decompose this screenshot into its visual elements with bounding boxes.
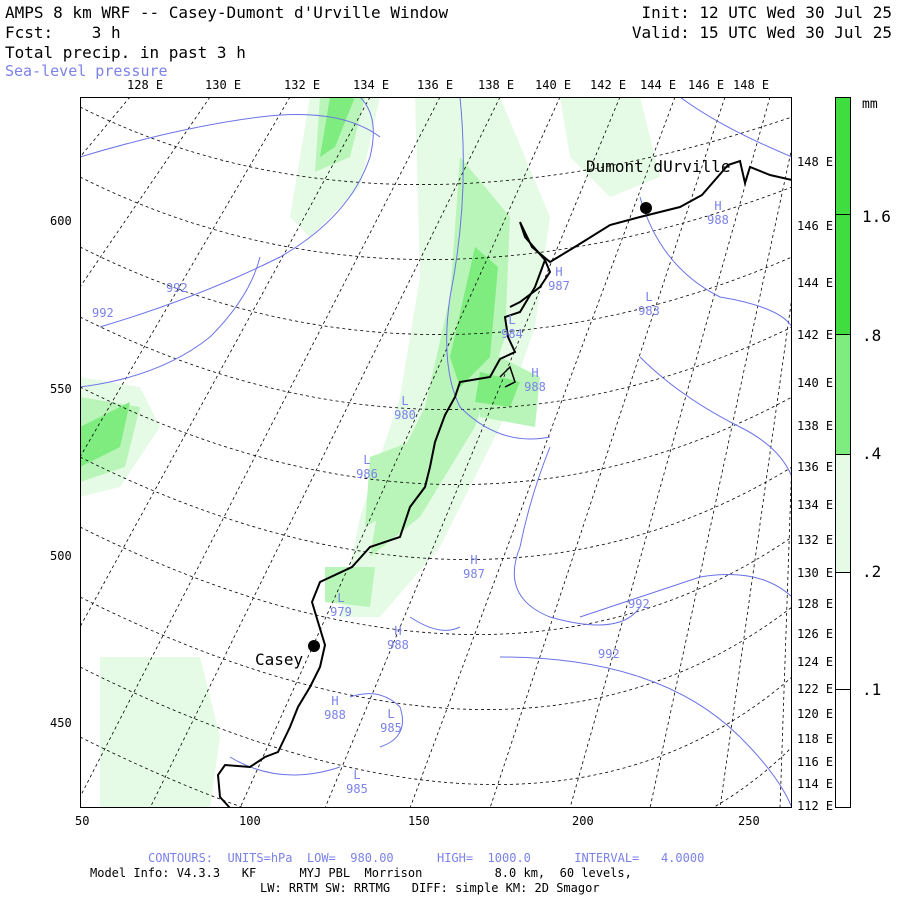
pressure-contours [80, 97, 792, 808]
pressure-label: H 987 [548, 265, 570, 293]
pressure-label: 992 [598, 647, 620, 661]
top-tick-label: 132 E [284, 78, 321, 92]
legend-unit: mm [862, 97, 878, 112]
right-tick-label: 112 E [797, 799, 834, 813]
pressure-label: H 988 [324, 694, 346, 722]
station-label-casey: Casey [255, 650, 304, 669]
precip-legend [835, 97, 851, 809]
legend-tick-label: .4 [862, 444, 882, 463]
bottom-tick-label: 100 [239, 814, 261, 828]
right-tick-label: 114 E [797, 777, 834, 791]
pressure-label: L 983 [638, 290, 660, 318]
pressure-label: 992 [166, 281, 188, 295]
pressure-label: L 986 [356, 453, 378, 481]
bottom-tick-label: 50 [75, 814, 90, 828]
right-tick-label: 122 E [797, 682, 834, 696]
map-title: AMPS 8 km WRF -- Casey-Dumont d'Urville … [5, 3, 449, 22]
top-tick-label: 134 E [353, 78, 390, 92]
right-tick-label: 142 E [797, 328, 834, 342]
top-tick-label: 148 E [733, 78, 770, 92]
top-tick-label: 144 E [640, 78, 677, 92]
left-tick-label: 450 [50, 716, 72, 730]
pressure-label: H 988 [387, 624, 409, 652]
top-tick-label: 130 E [205, 78, 242, 92]
left-tick-label: 500 [50, 549, 72, 563]
top-tick-label: 140 E [535, 78, 572, 92]
legend-swatch [835, 572, 851, 690]
right-tick-label: 128 E [797, 597, 834, 611]
right-tick-label: 130 E [797, 566, 834, 580]
right-tick-label: 140 E [797, 376, 834, 390]
valid-time: Valid: 15 UTC Wed 30 Jul 25 [631, 23, 892, 42]
bottom-tick-label: 150 [408, 814, 430, 828]
pressure-label: H 988 [707, 199, 729, 227]
legend-tick-label: 1.6 [862, 207, 891, 226]
precip-map [80, 97, 792, 808]
top-tick-label: 142 E [590, 78, 627, 92]
bottom-tick-label: 250 [738, 814, 760, 828]
legend-swatch [835, 454, 851, 573]
legend-swatch [835, 689, 851, 809]
map-frame [80, 97, 792, 808]
forecast-hour: Fcst: 3 h [5, 23, 121, 42]
right-tick-label: 144 E [797, 276, 834, 290]
pressure-label: L 984 [501, 313, 523, 341]
right-tick-label: 118 E [797, 732, 834, 746]
precip-shading [80, 97, 660, 808]
legend-tick-label: .2 [862, 562, 882, 581]
latlon-grid [80, 97, 792, 808]
right-tick-label: 132 E [797, 533, 834, 547]
top-tick-label: 128 E [127, 78, 164, 92]
right-tick-label: 138 E [797, 419, 834, 433]
top-tick-label: 138 E [478, 78, 515, 92]
right-tick-label: 134 E [797, 498, 834, 512]
left-tick-label: 600 [50, 214, 72, 228]
pressure-label: L 985 [380, 707, 402, 735]
legend-swatch [835, 97, 851, 215]
right-tick-label: 146 E [797, 219, 834, 233]
top-tick-label: 136 E [417, 78, 454, 92]
legend-tick-label: .1 [862, 680, 882, 699]
bottom-tick-label: 200 [572, 814, 594, 828]
physics-info: LW: RRTM SW: RRTMG DIFF: simple KM: 2D S… [260, 881, 600, 895]
station-label-dumont: Dumont dUrville [586, 157, 731, 176]
pressure-label: L 985 [346, 768, 368, 796]
pressure-label: H 988 [524, 366, 546, 394]
right-tick-label: 116 E [797, 755, 834, 769]
top-tick-label: 146 E [688, 78, 725, 92]
legend-tick-label: .8 [862, 326, 882, 345]
pressure-label: L 980 [394, 394, 416, 422]
legend-swatch [835, 214, 851, 335]
init-time: Init: 12 UTC Wed 30 Jul 25 [641, 3, 892, 22]
pressure-label: L 979 [330, 591, 352, 619]
right-tick-label: 136 E [797, 460, 834, 474]
right-tick-label: 120 E [797, 707, 834, 721]
right-tick-label: 148 E [797, 155, 834, 169]
model-info: Model Info: V4.3.3 KF MYJ PBL Morrison 8… [90, 866, 632, 880]
contour-info: CONTOURS: UNITS=hPa LOW= 980.00 HIGH= 10… [148, 851, 705, 865]
station-marker-casey [308, 640, 320, 652]
station-marker-dumont [640, 202, 652, 214]
left-tick-label: 550 [50, 382, 72, 396]
coastline [216, 159, 792, 808]
pressure-label: 992 [628, 597, 650, 611]
right-tick-label: 126 E [797, 627, 834, 641]
field-name: Total precip. in past 3 h [5, 43, 246, 62]
right-tick-label: 124 E [797, 655, 834, 669]
overlay-name: Sea-level pressure [5, 62, 168, 80]
pressure-label: H 987 [463, 553, 485, 581]
pressure-label: 992 [92, 306, 114, 320]
legend-swatch [835, 334, 851, 455]
